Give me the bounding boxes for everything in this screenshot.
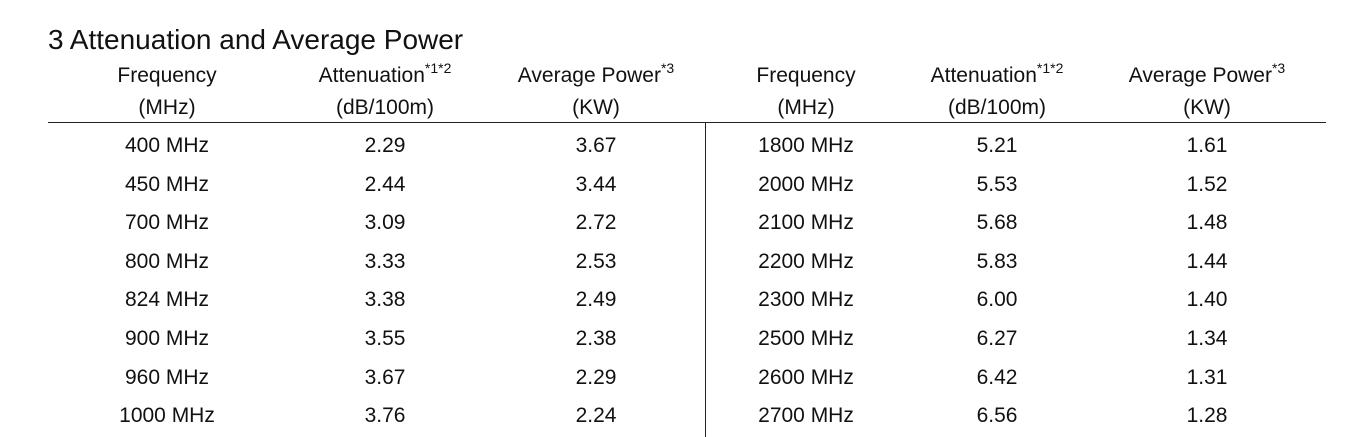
table-cell: 824 MHz: [124, 288, 210, 312]
header-superscript: *1*2: [424, 60, 452, 76]
table-cell: 5.53: [976, 172, 1018, 196]
column-divider: [705, 123, 706, 437]
table-cell: 3.76: [364, 404, 406, 428]
table-cell: 900 MHz: [124, 327, 210, 350]
header-text: Average Power: [1128, 64, 1272, 87]
header-label: Attenuation*1*2: [318, 60, 452, 89]
header-unit: (KW): [572, 96, 620, 119]
table-cell: 700 MHz: [124, 211, 210, 235]
header-text: Average Power: [517, 64, 661, 87]
header-text: Frequency: [117, 64, 217, 87]
table-cell: 5.68: [976, 211, 1018, 235]
header-superscript: *3: [660, 60, 675, 76]
table-cell: 2.49: [575, 288, 617, 312]
table-cell: 1800 MHz: [758, 134, 854, 157]
header-label: Attenuation*1*2: [930, 60, 1064, 89]
table-cell: 6.42: [976, 365, 1018, 389]
table-cell: 2200 MHz: [758, 249, 854, 273]
table-cell: 2.53: [575, 249, 617, 273]
table-cell: 3.09: [364, 211, 406, 235]
table-cell: 3.67: [575, 134, 617, 157]
table-cell: 1.40: [1186, 288, 1228, 312]
table-cell: 1.52: [1186, 172, 1228, 196]
table-cell: 2.29: [364, 134, 406, 157]
table-cell: 1.44: [1186, 249, 1228, 273]
header-superscript: *1*2: [1036, 60, 1064, 76]
table-cell: 1.31: [1186, 365, 1228, 389]
table-cell: 2600 MHz: [758, 365, 854, 389]
header-rule: [48, 122, 1326, 123]
table-cell: 1.61: [1186, 134, 1228, 157]
table-cell: 3.33: [364, 249, 406, 273]
table-cell: 2.72: [575, 211, 617, 235]
table-cell: 3.55: [364, 327, 406, 350]
table-cell: 2500 MHz: [758, 327, 854, 350]
table-cell: 960 MHz: [124, 365, 210, 389]
table-cell: 2100 MHz: [758, 211, 854, 235]
table-cell: 800 MHz: [124, 249, 210, 273]
header-unit: (dB/100m): [947, 96, 1047, 119]
title: 3 Attenuation and Average Power: [48, 24, 464, 55]
header-text: Attenuation: [318, 64, 425, 87]
table-cell: 3.44: [575, 172, 617, 196]
header-text: Frequency: [756, 64, 856, 87]
header-label: Frequency: [756, 64, 855, 88]
table-cell: 2000 MHz: [758, 172, 854, 196]
table-cell: 1.34: [1186, 327, 1228, 350]
table-cell: 400 MHz: [124, 134, 210, 157]
table-cell: 2700 MHz: [758, 404, 854, 428]
header-superscript: *3: [1271, 60, 1286, 76]
header-unit: (MHz): [138, 96, 196, 119]
table-cell: 6.27: [976, 327, 1018, 350]
table-cell: 2.24: [575, 404, 617, 428]
table-cell: 1.48: [1186, 211, 1228, 235]
header-label: Frequency: [117, 64, 216, 88]
table-cell: 3.38: [364, 288, 406, 312]
table-cell: 2.29: [575, 365, 617, 389]
table-cell: 5.83: [976, 249, 1018, 273]
table-cell: 1.28: [1186, 404, 1228, 428]
table-cell: 6.00: [976, 288, 1018, 312]
table-cell: 1000 MHz: [119, 404, 215, 428]
table-cell: 6.56: [976, 404, 1018, 428]
table-cell: 450 MHz: [124, 172, 210, 196]
header-label: Average Power*3: [517, 60, 674, 89]
table-cell: 2.44: [364, 172, 406, 196]
table-cell: 2.38: [575, 327, 617, 350]
header-unit: (MHz): [777, 96, 835, 119]
header-label: Average Power*3: [1128, 60, 1285, 89]
header-unit: (dB/100m): [335, 96, 435, 119]
header-text: Attenuation: [930, 64, 1037, 87]
header-unit: (KW): [1183, 96, 1231, 119]
table-cell: 5.21: [976, 134, 1018, 157]
table-cell: 2300 MHz: [758, 288, 854, 312]
table-cell: 3.67: [364, 365, 406, 389]
